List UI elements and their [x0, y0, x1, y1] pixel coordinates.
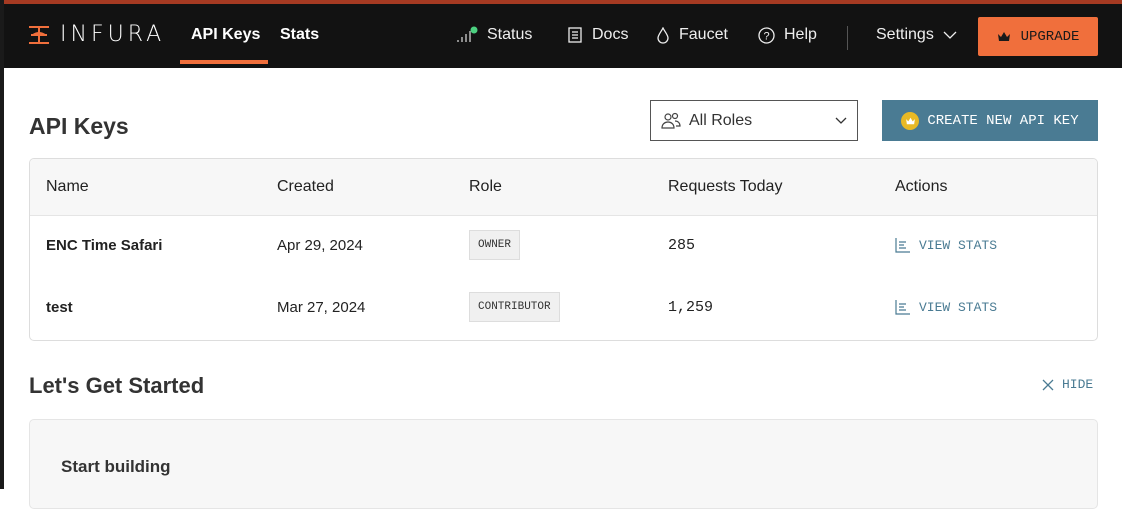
role-filter-select[interactable]: All Roles	[650, 100, 858, 141]
signal-icon	[457, 26, 478, 42]
create-api-key-button[interactable]: CREATE NEW API KEY	[882, 100, 1098, 141]
chevron-down-icon	[835, 117, 847, 124]
table-row: test Mar 27, 2024 CONTRIBUTOR 1,259 VIEW…	[30, 289, 1097, 329]
help-label: Help	[784, 26, 817, 43]
upgrade-button[interactable]: UPGRADE	[978, 17, 1098, 56]
section-title-get-started: Let's Get Started	[29, 373, 205, 398]
nav-divider	[847, 26, 848, 50]
nav-stats[interactable]: Stats	[280, 26, 320, 43]
faucet-label: Faucet	[679, 26, 728, 43]
requests-today: 285	[668, 237, 696, 254]
crown-icon	[901, 111, 920, 130]
created-date: Mar 27, 2024	[277, 299, 366, 316]
role-filter-value: All Roles	[689, 111, 753, 129]
create-api-key-label: CREATE NEW API KEY	[927, 112, 1079, 129]
view-stats-link[interactable]: VIEW STATS	[895, 237, 997, 253]
column-header-role: Role	[469, 178, 502, 195]
nav-faucet[interactable]: Faucet	[656, 26, 728, 44]
window-left-edge	[0, 0, 4, 489]
svg-text:?: ?	[763, 30, 769, 42]
users-icon	[661, 112, 681, 129]
crown-icon	[997, 32, 1010, 41]
chart-icon	[895, 238, 910, 253]
settings-label: Settings	[876, 26, 934, 43]
window-top-edge	[0, 0, 1122, 4]
role-badge: CONTRIBUTOR	[469, 292, 560, 322]
view-stats-label: VIEW STATS	[919, 237, 998, 253]
column-header-requests: Requests Today	[668, 178, 783, 195]
chart-icon	[895, 300, 910, 315]
close-icon	[1042, 379, 1054, 390]
get-started-card: Start building	[29, 419, 1098, 509]
created-date: Apr 29, 2024	[277, 237, 363, 254]
table-header: Name Created Role Requests Today Actions	[30, 159, 1097, 216]
help-circle-icon: ?	[758, 26, 775, 44]
infura-logo-icon	[29, 25, 49, 44]
column-header-created: Created	[277, 178, 334, 195]
nav-docs[interactable]: Docs	[567, 26, 628, 44]
nav-status[interactable]: Status	[456, 26, 532, 44]
nav-api-keys[interactable]: API Keys	[191, 26, 261, 43]
logo-text: INFURA	[60, 22, 166, 47]
key-name[interactable]: test	[46, 299, 73, 316]
top-nav: INFURA API Keys Stats Status Docs Faucet…	[4, 4, 1122, 68]
infura-logo[interactable]: INFURA	[28, 22, 165, 47]
column-header-name: Name	[46, 178, 89, 195]
book-icon	[568, 27, 582, 43]
hide-label: HIDE	[1062, 377, 1094, 392]
settings-menu[interactable]: Settings	[876, 26, 957, 44]
nav-help[interactable]: ? Help	[758, 26, 817, 44]
hide-button[interactable]: HIDE	[1042, 377, 1093, 392]
api-keys-table: Name Created Role Requests Today Actions…	[29, 158, 1098, 341]
card-title: Start building	[61, 457, 171, 476]
role-badge: OWNER	[469, 230, 521, 260]
table-row: ENC Time Safari Apr 29, 2024 OWNER 285 V…	[30, 227, 1097, 267]
upgrade-label: UPGRADE	[1020, 28, 1080, 45]
view-stats-link[interactable]: VIEW STATS	[895, 299, 997, 315]
drop-icon	[657, 26, 669, 44]
status-label: Status	[487, 26, 533, 43]
key-name[interactable]: ENC Time Safari	[46, 237, 163, 254]
requests-today: 1,259	[668, 299, 714, 316]
view-stats-label: VIEW STATS	[919, 299, 998, 315]
page-title: API Keys	[29, 113, 129, 139]
docs-label: Docs	[592, 26, 629, 43]
chevron-down-icon	[943, 31, 957, 39]
column-header-actions: Actions	[895, 178, 948, 195]
active-tab-indicator	[180, 60, 268, 64]
